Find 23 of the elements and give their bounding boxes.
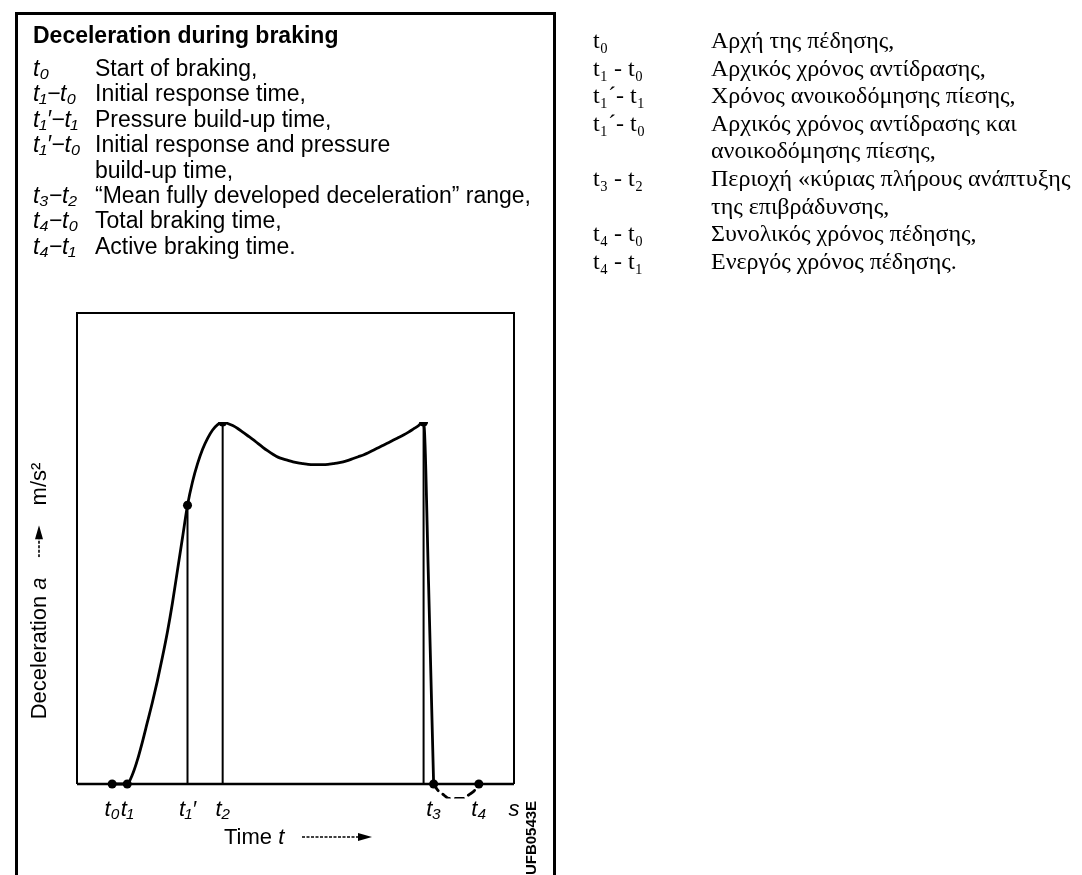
x-tick-label: t₄ [471, 796, 487, 822]
text: t₃−t₂ “Mean fully developed deceleration” range, [33, 182, 531, 209]
text: t₁′−t₁ Pressure build-up time, [33, 105, 332, 133]
text: t₄−t₀ Total braking time, [33, 207, 282, 234]
text: t₀ Αρχή της πέδησης, [593, 27, 895, 53]
x-tick-label: t₁ [120, 796, 134, 822]
text: m/s² [26, 462, 51, 506]
text: t₀ Start of braking, [33, 55, 258, 81]
x-tick-label: t₁′ [178, 796, 197, 822]
text: t₁ - t₀ Αρχικός χρόνος αντίδρασης, [593, 54, 986, 81]
x-tick-label: t₃ [426, 796, 442, 822]
chart-title: Deceleration during braking [33, 22, 339, 48]
x-tick-label: t₀ [104, 796, 120, 822]
x-tick-label: t₂ [215, 796, 231, 822]
x-axis-title: Time t [224, 824, 285, 849]
text: t₁−t₀ Initial response time, [33, 80, 306, 107]
text: t₄−t₁ Active braking time. [33, 232, 296, 260]
text: UFB0543E [522, 800, 540, 875]
y-axis-title: Deceleration a [26, 577, 51, 720]
text: t₁´- t₁ Χρόνος ανοικοδόμησης πίεσης, [593, 82, 1016, 109]
text: t₄ - t₀ Συνολικός χρόνος πέδησης, [593, 220, 977, 247]
text: t₄ - t₁ Ενεργός χρόνος πέδησης. [593, 247, 957, 274]
x-tick-label: s [508, 796, 520, 822]
